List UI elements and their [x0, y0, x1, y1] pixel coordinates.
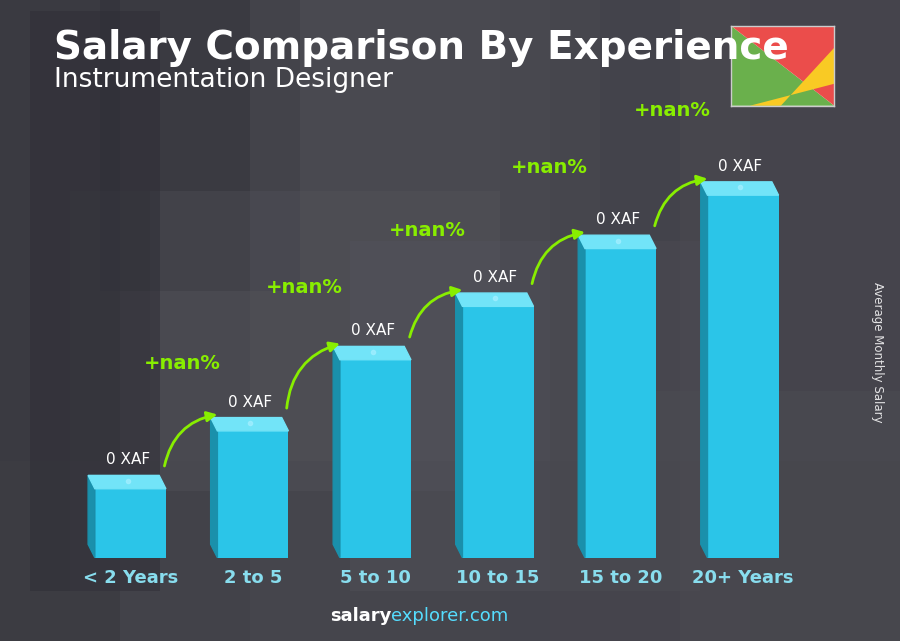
Text: +nan%: +nan% — [389, 221, 465, 240]
Polygon shape — [211, 417, 218, 558]
Text: 0 XAF: 0 XAF — [105, 453, 149, 467]
Bar — [70, 191, 150, 591]
Bar — [218, 431, 289, 558]
Polygon shape — [455, 293, 463, 558]
Bar — [350, 241, 700, 591]
Polygon shape — [731, 26, 834, 106]
Text: Average Monthly Salary: Average Monthly Salary — [871, 282, 884, 423]
Bar — [0, 0, 120, 641]
Text: 0 XAF: 0 XAF — [229, 395, 273, 410]
Text: +nan%: +nan% — [511, 158, 589, 178]
Text: +nan%: +nan% — [634, 101, 711, 120]
Polygon shape — [578, 235, 585, 558]
Polygon shape — [333, 346, 411, 360]
Polygon shape — [455, 293, 534, 306]
Polygon shape — [333, 346, 340, 558]
Text: salary: salary — [330, 607, 392, 625]
Polygon shape — [750, 47, 834, 106]
Bar — [250, 0, 550, 641]
Text: 0 XAF: 0 XAF — [718, 159, 762, 174]
Text: +nan%: +nan% — [266, 278, 343, 297]
Bar — [94, 488, 166, 558]
Bar — [707, 195, 778, 558]
Text: Instrumentation Designer: Instrumentation Designer — [54, 67, 393, 94]
Bar — [0, 461, 900, 641]
Polygon shape — [701, 182, 707, 558]
Bar — [30, 11, 160, 591]
Text: 0 XAF: 0 XAF — [596, 212, 640, 227]
Bar — [585, 249, 656, 558]
Bar — [500, 0, 900, 641]
Bar — [600, 0, 900, 391]
Polygon shape — [701, 182, 778, 195]
Bar — [150, 191, 500, 491]
Polygon shape — [211, 417, 289, 431]
Polygon shape — [578, 235, 656, 249]
Bar — [463, 306, 534, 558]
Text: 0 XAF: 0 XAF — [351, 324, 395, 338]
Bar — [550, 0, 750, 641]
Text: 0 XAF: 0 XAF — [473, 270, 518, 285]
Bar — [100, 0, 300, 291]
Polygon shape — [88, 476, 166, 488]
Text: Salary Comparison By Experience: Salary Comparison By Experience — [54, 29, 788, 67]
Text: explorer.com: explorer.com — [392, 607, 508, 625]
Polygon shape — [731, 26, 834, 106]
Polygon shape — [88, 476, 94, 558]
Text: +nan%: +nan% — [144, 354, 220, 373]
Bar — [680, 0, 900, 641]
Bar — [340, 360, 411, 558]
